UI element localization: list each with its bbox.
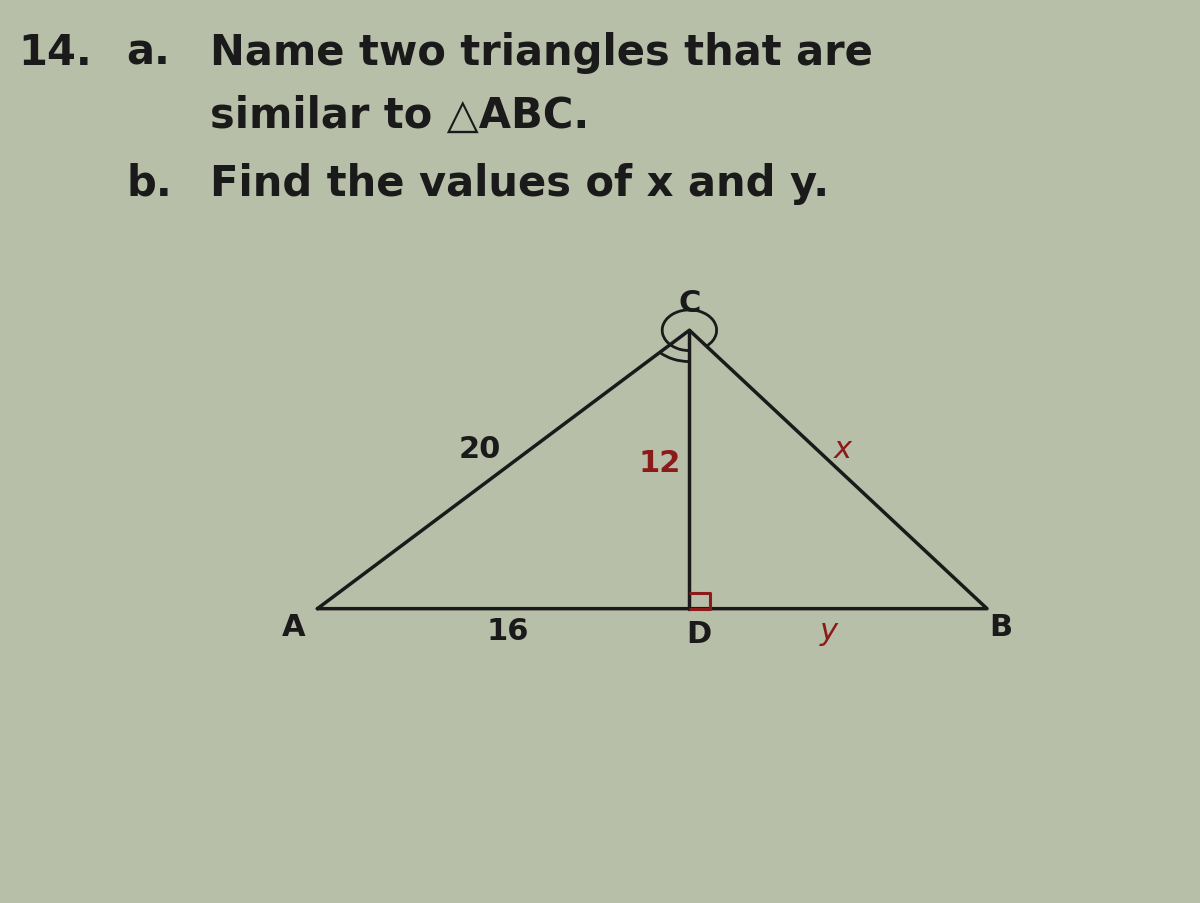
Text: D: D	[686, 619, 712, 647]
Text: b.: b.	[126, 163, 172, 204]
Text: C: C	[678, 289, 701, 318]
Text: similar to △ABC.: similar to △ABC.	[210, 95, 589, 136]
Text: 14.: 14.	[18, 32, 91, 73]
Text: a.: a.	[126, 32, 170, 73]
Text: A: A	[282, 612, 306, 641]
Text: x: x	[834, 434, 852, 463]
Text: Name two triangles that are: Name two triangles that are	[210, 32, 872, 73]
Text: Find the values of x and y.: Find the values of x and y.	[210, 163, 829, 204]
Text: 20: 20	[458, 434, 502, 463]
Text: B: B	[989, 612, 1013, 641]
Text: 16: 16	[487, 617, 529, 646]
Text: y: y	[820, 617, 838, 646]
Text: 12: 12	[638, 449, 680, 478]
